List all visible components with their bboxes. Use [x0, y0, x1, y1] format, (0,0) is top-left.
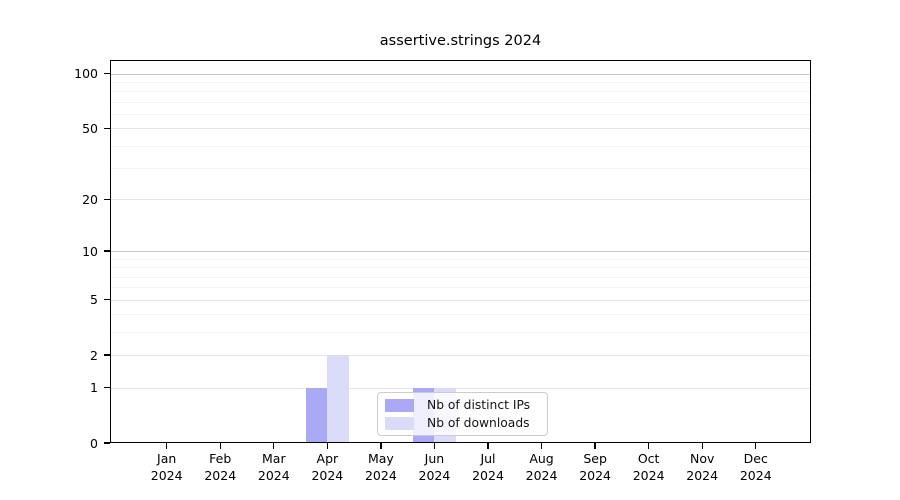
x-tick-year: 2024	[525, 467, 558, 483]
gridline	[110, 145, 811, 147]
y-tick	[104, 198, 110, 201]
x-tick-label: Jan 2024	[135, 451, 199, 484]
gridline	[110, 332, 811, 334]
x-tick	[487, 443, 489, 449]
x-tick-year: 2024	[364, 467, 397, 483]
x-tick	[273, 443, 275, 449]
x-tick-year: 2024	[686, 467, 719, 483]
gridline	[110, 199, 811, 201]
gridline	[110, 314, 811, 316]
bar-distinct-ips	[305, 387, 328, 443]
plot-area	[110, 60, 811, 443]
legend-label: Nb of distinct IPs	[427, 398, 531, 412]
gridline	[110, 251, 811, 253]
y-tick-label: 100	[74, 66, 98, 82]
gridline	[110, 91, 811, 93]
x-tick-year: 2024	[418, 467, 451, 483]
y-tick-label: 0	[90, 435, 98, 451]
y-tick	[104, 354, 110, 356]
gridline	[110, 73, 811, 75]
x-tick-year: 2024	[472, 467, 504, 483]
x-tick-year: 2024	[257, 467, 290, 483]
y-tick	[104, 127, 110, 130]
x-tick-label: Oct 2024	[617, 451, 681, 484]
y-tick	[104, 250, 110, 252]
y-tick	[104, 386, 110, 389]
x-tick	[540, 443, 543, 449]
chart-title: assertive.strings 2024	[379, 33, 542, 49]
gridline	[110, 82, 811, 84]
legend-swatch-downloads	[385, 416, 414, 430]
y-tick-label: 50	[82, 120, 98, 136]
x-tick	[326, 443, 329, 449]
gridline	[110, 128, 811, 130]
gridline	[110, 387, 811, 389]
x-tick-label: May 2024	[349, 451, 413, 484]
x-tick	[755, 443, 757, 449]
x-tick	[701, 443, 703, 449]
x-tick-label: Jul 2024	[456, 451, 520, 484]
x-tick-year: 2024	[204, 467, 237, 483]
gridline	[110, 267, 811, 269]
legend-item-distinct-ips: Nb of distinct IPs	[385, 398, 547, 412]
x-tick-year: 2024	[579, 467, 611, 483]
x-tick-label: Jun 2024	[402, 451, 466, 484]
gridline	[110, 168, 811, 170]
x-tick	[433, 443, 436, 449]
y-tick	[104, 442, 110, 444]
x-tick-label: Nov 2024	[670, 451, 734, 484]
x-tick-label: Dec 2024	[724, 451, 788, 484]
x-tick-year: 2024	[632, 467, 665, 483]
x-tick-year: 2024	[739, 467, 772, 483]
gridline	[110, 287, 811, 289]
y-tick-label: 2	[90, 347, 98, 363]
gridline	[110, 299, 811, 301]
gridline	[110, 101, 811, 103]
x-tick-year: 2024	[311, 467, 344, 483]
x-tick	[594, 443, 596, 449]
x-tick-label: Aug 2024	[510, 451, 574, 484]
legend-item-downloads: Nb of downloads	[385, 416, 547, 430]
x-tick-year: 2024	[150, 467, 183, 483]
gridline	[110, 355, 811, 357]
gridline	[110, 276, 811, 278]
x-tick-label: Feb 2024	[188, 451, 252, 484]
x-tick	[647, 443, 650, 449]
x-tick	[219, 443, 221, 449]
x-tick-label: Apr 2024	[295, 451, 359, 484]
y-tick-label: 5	[90, 292, 98, 308]
x-tick	[380, 443, 382, 449]
x-tick-label: Mar 2024	[242, 451, 306, 484]
y-tick-label: 10	[82, 243, 98, 259]
legend-swatch-distinct-ips	[385, 398, 414, 412]
gridline	[110, 114, 811, 116]
y-tick	[104, 298, 110, 301]
y-tick-label: 1	[90, 380, 98, 396]
x-tick	[166, 443, 168, 449]
y-tick-label: 20	[82, 191, 98, 207]
x-tick-label: Sep 2024	[563, 451, 627, 484]
y-tick	[104, 73, 110, 75]
bar-downloads	[327, 355, 349, 443]
legend: Nb of distinct IPs Nb of downloads	[377, 392, 548, 436]
legend-label: Nb of downloads	[427, 416, 530, 430]
gridline	[110, 258, 811, 260]
